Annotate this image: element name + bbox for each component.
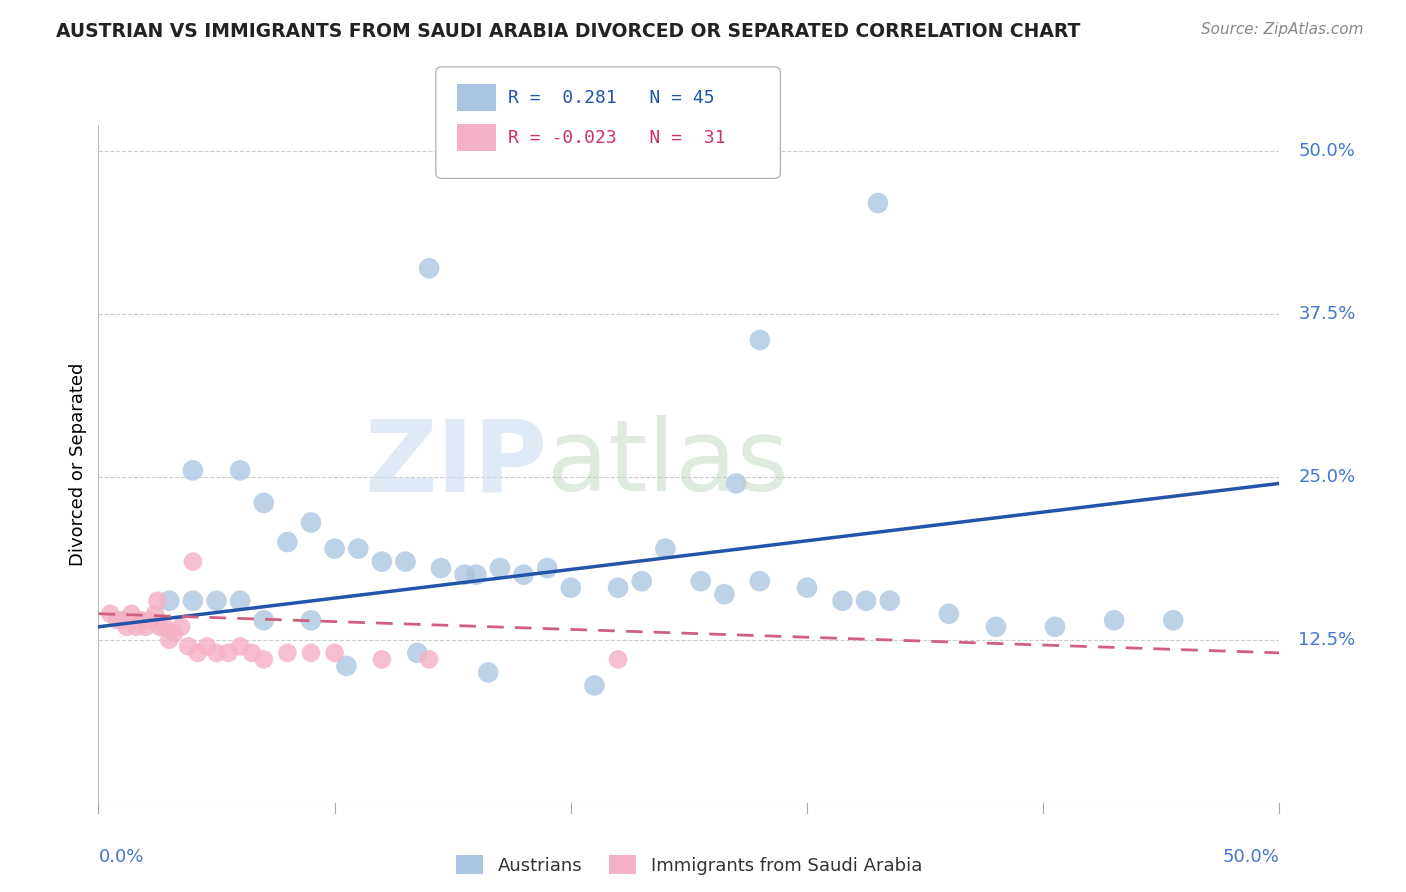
Point — [560, 581, 582, 595]
Text: 37.5%: 37.5% — [1298, 305, 1355, 323]
Point — [984, 620, 1007, 634]
Point — [748, 333, 770, 347]
Point — [129, 613, 152, 627]
Point — [607, 581, 630, 595]
Text: 50.0%: 50.0% — [1298, 142, 1355, 160]
Point — [371, 555, 394, 569]
Point — [177, 640, 200, 654]
Point — [406, 646, 429, 660]
Point — [630, 574, 652, 589]
Point — [713, 587, 735, 601]
Point — [1102, 613, 1125, 627]
Point — [187, 646, 209, 660]
Point — [121, 607, 143, 621]
Point — [748, 574, 770, 589]
Point — [418, 261, 440, 276]
Point — [195, 640, 218, 654]
Point — [153, 620, 176, 634]
Text: 0.0%: 0.0% — [98, 848, 143, 866]
Point — [105, 613, 128, 627]
Text: ZIP: ZIP — [364, 416, 547, 512]
Text: 25.0%: 25.0% — [1298, 468, 1355, 486]
Point — [157, 632, 180, 647]
Point — [855, 593, 877, 607]
Point — [323, 541, 346, 556]
Point — [465, 567, 488, 582]
Text: AUSTRIAN VS IMMIGRANTS FROM SAUDI ARABIA DIVORCED OR SEPARATED CORRELATION CHART: AUSTRIAN VS IMMIGRANTS FROM SAUDI ARABIA… — [56, 22, 1081, 41]
Text: 12.5%: 12.5% — [1298, 631, 1355, 648]
Point — [607, 652, 630, 666]
Point — [938, 607, 960, 621]
Point — [299, 516, 322, 530]
Point — [135, 620, 157, 634]
Point — [229, 593, 252, 607]
Point — [689, 574, 711, 589]
Legend: Austrians, Immigrants from Saudi Arabia: Austrians, Immigrants from Saudi Arabia — [449, 848, 929, 882]
Point — [149, 620, 172, 634]
Point — [111, 613, 134, 627]
Text: R =  0.281   N = 45: R = 0.281 N = 45 — [508, 89, 714, 107]
Point — [157, 593, 180, 607]
Point — [139, 613, 162, 627]
Point — [181, 463, 204, 477]
Point — [253, 652, 276, 666]
Text: atlas: atlas — [547, 416, 789, 512]
Point — [323, 646, 346, 660]
Point — [146, 593, 169, 607]
Point — [253, 496, 276, 510]
Point — [299, 613, 322, 627]
Point — [796, 581, 818, 595]
Point — [1043, 620, 1066, 634]
Point — [831, 593, 853, 607]
Point — [299, 646, 322, 660]
Point — [725, 476, 748, 491]
Point — [217, 646, 239, 660]
Point — [276, 646, 298, 660]
Point — [181, 593, 204, 607]
Point — [879, 593, 901, 607]
Point — [1161, 613, 1184, 627]
Text: R = -0.023   N =  31: R = -0.023 N = 31 — [508, 129, 725, 147]
Point — [276, 535, 298, 549]
Point — [654, 541, 676, 556]
Point — [253, 613, 276, 627]
Point — [229, 463, 252, 477]
Point — [115, 620, 138, 634]
Point — [335, 659, 357, 673]
Point — [866, 196, 889, 211]
Point — [98, 607, 121, 621]
Point — [240, 646, 263, 660]
Point — [489, 561, 512, 575]
Point — [536, 561, 558, 575]
Point — [477, 665, 499, 680]
Y-axis label: Divorced or Separated: Divorced or Separated — [69, 362, 87, 566]
Point — [229, 640, 252, 654]
Point — [371, 652, 394, 666]
Point — [205, 646, 228, 660]
Point — [394, 555, 416, 569]
Text: Source: ZipAtlas.com: Source: ZipAtlas.com — [1201, 22, 1364, 37]
Point — [583, 678, 606, 692]
Point — [418, 652, 440, 666]
Text: 50.0%: 50.0% — [1223, 848, 1279, 866]
Point — [143, 607, 166, 621]
Point — [512, 567, 534, 582]
Point — [453, 567, 475, 582]
Point — [205, 593, 228, 607]
Point — [170, 620, 193, 634]
Point — [430, 561, 453, 575]
Point — [163, 626, 186, 640]
Point — [347, 541, 370, 556]
Point — [181, 555, 204, 569]
Point — [125, 620, 148, 634]
